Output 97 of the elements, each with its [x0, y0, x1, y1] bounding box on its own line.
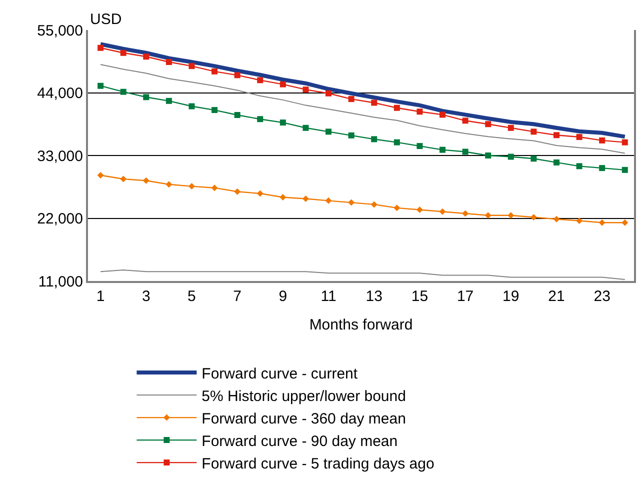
legend-label: Forward curve - current [202, 365, 358, 382]
point [212, 68, 218, 74]
point [348, 132, 354, 138]
point [257, 77, 264, 84]
point [462, 148, 468, 155]
y-tick-label: 44,000 [37, 85, 83, 102]
y-tick-label: 55,000 [37, 22, 83, 40]
point [371, 100, 378, 106]
point [508, 154, 514, 160]
legend-label: Forward curve - 360 day mean [202, 410, 406, 428]
point [576, 163, 582, 170]
point [394, 139, 400, 146]
point [439, 208, 446, 215]
point [440, 112, 446, 118]
point [599, 165, 606, 172]
y-tick-label: 22,000 [37, 210, 83, 228]
point [280, 194, 286, 201]
x-tick-label: 17 [456, 288, 474, 305]
line-series [100, 64, 626, 154]
point [553, 216, 560, 222]
point [576, 134, 582, 140]
point [166, 181, 172, 188]
point [553, 159, 560, 166]
point [143, 54, 150, 60]
x-axis-title: Months forward [309, 316, 413, 334]
point [371, 136, 378, 142]
point [508, 212, 514, 219]
point [143, 94, 150, 100]
point [508, 124, 514, 131]
point [599, 137, 606, 144]
point [622, 166, 628, 173]
point [462, 118, 468, 124]
point [394, 104, 400, 111]
point [326, 128, 332, 135]
point [280, 81, 286, 88]
x-tick-label: 1 [96, 288, 105, 305]
point [166, 98, 172, 104]
y-tick-label: 33,000 [37, 148, 83, 165]
point [348, 199, 355, 206]
x-tick-label: 11 [320, 288, 336, 305]
point [348, 96, 354, 102]
point [553, 132, 560, 138]
legend-label: 5% Historic upper/lower bound [202, 388, 406, 405]
x-tick-label: 21 [548, 288, 565, 305]
point [211, 184, 218, 192]
x-tick-label: 5 [188, 288, 196, 305]
point [98, 44, 104, 51]
point [485, 121, 492, 128]
point [416, 108, 423, 115]
point [484, 212, 492, 219]
point [326, 90, 332, 96]
point [622, 139, 628, 146]
point [440, 146, 446, 153]
point [530, 214, 537, 221]
point [622, 219, 628, 226]
point [234, 188, 241, 195]
point [120, 50, 126, 56]
point [462, 210, 469, 217]
point [370, 201, 378, 208]
y-tick-label: 11,000 [38, 273, 83, 290]
point [257, 116, 264, 122]
x-tick-label: 9 [278, 288, 288, 305]
legend-label: Forward curve - 90 day mean [202, 432, 398, 450]
y-axis-title: USD [90, 11, 122, 28]
point [98, 82, 104, 89]
x-tick-label: 23 [594, 288, 610, 305]
point [576, 218, 583, 224]
point [416, 206, 423, 213]
point [485, 152, 492, 158]
point [234, 112, 240, 118]
point [142, 177, 150, 184]
point [212, 107, 218, 114]
point [530, 128, 537, 135]
point [256, 190, 264, 197]
x-tick-label: 15 [411, 288, 428, 305]
x-tick-label: 3 [142, 288, 150, 305]
point [302, 86, 309, 93]
point [280, 120, 286, 126]
point [530, 156, 537, 162]
x-tick-label: 19 [502, 288, 520, 305]
point [120, 88, 126, 95]
point [234, 72, 240, 78]
point [188, 103, 195, 110]
point [188, 183, 195, 190]
legend-label: Forward curve - 5 trading days ago [202, 455, 434, 472]
point [97, 172, 104, 178]
point [598, 219, 606, 226]
x-tick-label: 7 [233, 288, 242, 305]
point [416, 143, 423, 150]
point [325, 197, 332, 204]
point [188, 63, 195, 70]
x-tick-label: 13 [366, 288, 382, 305]
point [394, 204, 400, 212]
point [120, 176, 127, 182]
point [302, 195, 309, 202]
point [302, 124, 309, 131]
point [166, 59, 172, 65]
